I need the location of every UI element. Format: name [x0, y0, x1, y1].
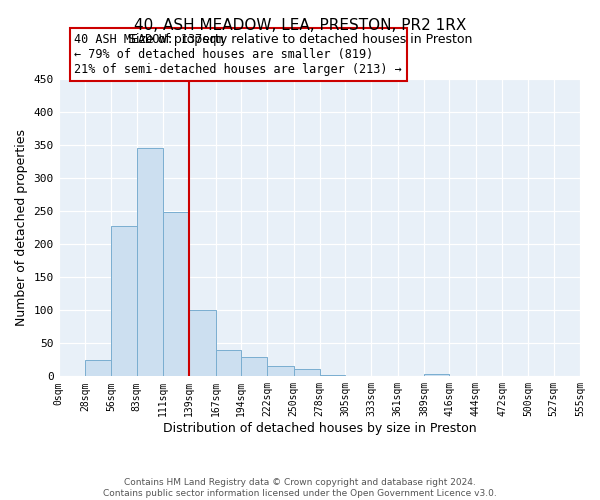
Bar [163, 212, 189, 376]
Bar [85, 360, 111, 376]
Bar [111, 226, 137, 376]
Text: 40 ASH MEADOW: 137sqm
← 79% of detached houses are smaller (819)
21% of semi-det: 40 ASH MEADOW: 137sqm ← 79% of detached … [74, 33, 402, 76]
Bar [215, 350, 241, 376]
Bar [267, 366, 293, 376]
Text: Contains HM Land Registry data © Crown copyright and database right 2024.
Contai: Contains HM Land Registry data © Crown c… [103, 478, 497, 498]
Bar [293, 369, 320, 376]
Bar [241, 356, 267, 376]
Text: Size of property relative to detached houses in Preston: Size of property relative to detached ho… [128, 32, 472, 46]
Bar [189, 310, 215, 376]
Bar [320, 375, 345, 376]
Bar [137, 148, 163, 376]
Bar [424, 374, 449, 376]
X-axis label: Distribution of detached houses by size in Preston: Distribution of detached houses by size … [163, 422, 476, 435]
Y-axis label: Number of detached properties: Number of detached properties [15, 129, 28, 326]
Text: 40, ASH MEADOW, LEA, PRESTON, PR2 1RX: 40, ASH MEADOW, LEA, PRESTON, PR2 1RX [134, 18, 466, 32]
